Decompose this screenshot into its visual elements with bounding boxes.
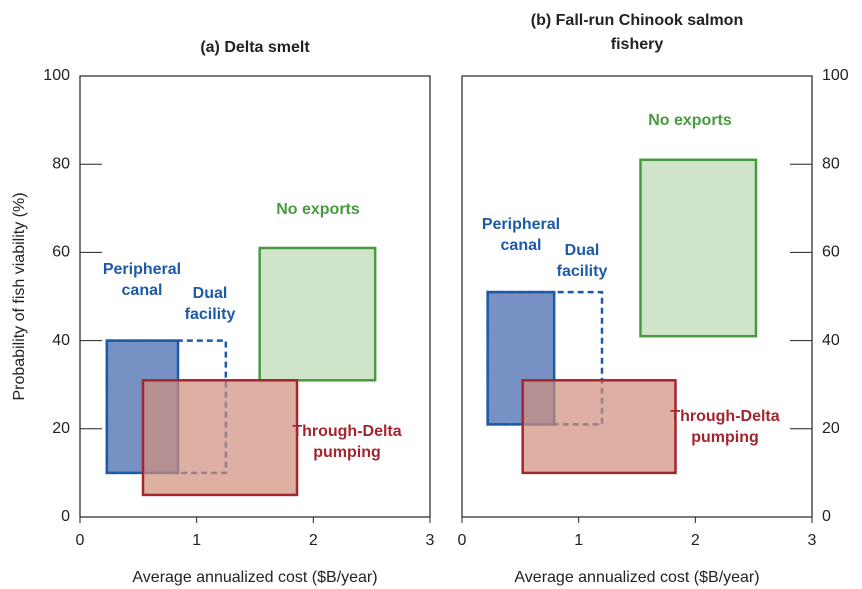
y-tick-label: 20 bbox=[822, 420, 840, 437]
x-tick-label: 0 bbox=[76, 532, 85, 549]
y-axis-label: Probability of fish viability (%) bbox=[11, 192, 28, 400]
range-box bbox=[258, 246, 377, 382]
series-label: Through-Delta pumping bbox=[670, 408, 780, 446]
x-tick-label: 3 bbox=[426, 532, 435, 549]
x-tick-label: 1 bbox=[192, 532, 201, 549]
x-tick-label: 1 bbox=[574, 532, 583, 549]
x-axis-label: Average annualized cost ($B/year) bbox=[132, 569, 377, 586]
y-tick-label: 100 bbox=[822, 67, 849, 84]
series-label: Dual facility bbox=[184, 285, 236, 323]
range-box bbox=[521, 379, 677, 475]
y-tick-label: 0 bbox=[61, 508, 70, 525]
y-tick-label: 80 bbox=[822, 155, 840, 172]
series-label: Dual facility bbox=[556, 242, 608, 280]
plot-frame bbox=[461, 75, 813, 518]
y-tick-label: 0 bbox=[822, 508, 831, 525]
range-box bbox=[141, 379, 299, 497]
series-label: Peripheral canal bbox=[102, 261, 182, 299]
x-tick-label: 2 bbox=[309, 532, 318, 549]
x-tick-label: 0 bbox=[458, 532, 467, 549]
y-tick-label: 100 bbox=[43, 67, 70, 84]
x-tick-label: 3 bbox=[808, 532, 817, 549]
chart-title: (b) Fall-run Chinook salmon fishery bbox=[530, 12, 744, 53]
y-tick-label: 20 bbox=[52, 420, 70, 437]
series-label: Through-Delta pumping bbox=[292, 423, 402, 461]
y-tick-label: 80 bbox=[52, 155, 70, 172]
y-tick-label: 40 bbox=[52, 332, 70, 349]
plot-frame bbox=[79, 75, 431, 518]
x-tick-label: 2 bbox=[691, 532, 700, 549]
series-label: No exports bbox=[648, 112, 732, 129]
chart-title: (a) Delta smelt bbox=[200, 39, 310, 56]
series-label: Peripheral canal bbox=[481, 216, 561, 254]
y-tick-label: 40 bbox=[822, 332, 840, 349]
x-axis-label: Average annualized cost ($B/year) bbox=[514, 569, 759, 586]
series-label: No exports bbox=[276, 201, 360, 218]
range-box bbox=[639, 158, 758, 338]
y-tick-label: 60 bbox=[52, 244, 70, 261]
y-tick-label: 60 bbox=[822, 244, 840, 261]
